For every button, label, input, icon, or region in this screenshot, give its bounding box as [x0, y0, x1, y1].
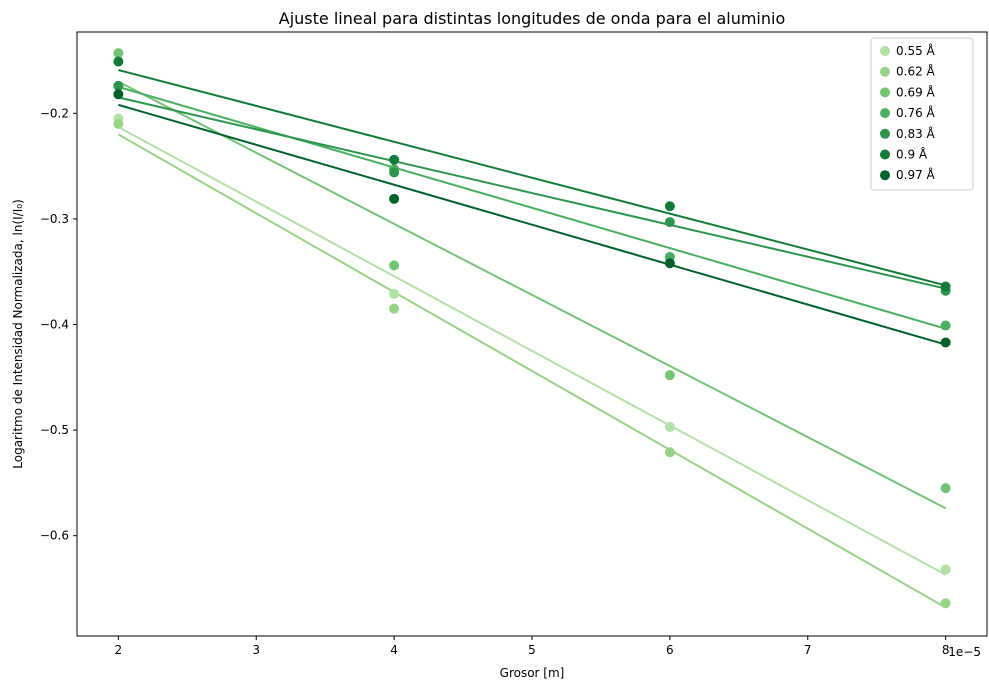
legend-label-0: 0.55 Å: [896, 43, 936, 58]
legend-marker-6: [880, 170, 890, 181]
data-point-4-1: [389, 167, 400, 178]
data-point-5-0: [113, 56, 124, 67]
fit-line-3: [118, 85, 946, 330]
data-point-0-3: [940, 564, 951, 575]
data-point-2-2: [664, 370, 675, 381]
data-point-4-2: [664, 217, 675, 228]
y-axis: −0.2 −0.3 −0.4 −0.5 −0.6: [40, 106, 77, 543]
chart-title: Ajuste lineal para distintas longitudes …: [279, 9, 785, 28]
y-tick-label: −0.4: [40, 317, 69, 331]
y-tick-label: −0.5: [40, 423, 69, 437]
data-point-1-2: [664, 447, 675, 458]
legend-marker-1: [880, 66, 890, 77]
y-tick-label: −0.3: [40, 212, 69, 226]
legend-label-1: 0.62 Å: [896, 64, 936, 79]
x-offset-label: 1e−5: [948, 645, 981, 659]
fit-line-6: [118, 103, 946, 346]
legend-label-4: 0.83 Å: [896, 126, 936, 141]
x-axis: 2 3 4 5 6 7 8: [115, 636, 950, 657]
legend-label-2: 0.69 Å: [896, 84, 936, 99]
y-tick-label: −0.6: [40, 529, 69, 543]
fit-line-2: [117, 80, 947, 510]
x-tick-label: 3: [252, 643, 260, 657]
data-point-1-0: [113, 118, 124, 129]
legend-marker-2: [880, 87, 890, 98]
data-point-6-3: [940, 337, 951, 348]
legend-marker-5: [880, 149, 890, 160]
legend: 0.55 Å 0.62 Å 0.69 Å 0.76 Å 0.83 Å 0.9 Å 0.97 …: [870, 37, 974, 191]
data-point-2-0: [113, 48, 124, 59]
data-point-0-2: [664, 421, 675, 432]
data-point-6-2: [664, 258, 675, 269]
data-point-4-0: [113, 80, 124, 91]
x-tick-label: 8: [942, 643, 950, 657]
y-axis-label: Logaritmo de Intensidad Normalizada, ln(…: [11, 199, 25, 468]
x-tick-label: 5: [528, 643, 536, 657]
legend-label-6: 0.97 Å: [896, 167, 936, 182]
data-point-5-1: [389, 154, 400, 165]
data-point-5-3: [940, 281, 951, 292]
legend-label-3: 0.76 Å: [896, 105, 936, 120]
data-point-2-3: [940, 483, 951, 494]
data-point-5-2: [664, 201, 675, 212]
data-points: [113, 48, 951, 609]
fit-line-4: [118, 96, 946, 290]
x-axis-label: Grosor [m]: [500, 666, 565, 680]
data-point-6-0: [113, 89, 124, 100]
data-point-1-3: [940, 598, 951, 609]
legend-marker-4: [880, 128, 890, 139]
data-point-2-1: [389, 260, 400, 271]
legend-marker-0: [880, 46, 890, 56]
data-point-3-3: [940, 320, 951, 331]
x-tick-label: 6: [666, 643, 674, 657]
fit-line-5: [118, 69, 946, 287]
legend-box: [870, 37, 974, 191]
legend-label-5: 0.9 Å: [896, 147, 928, 162]
x-tick-label: 4: [390, 643, 398, 657]
fit-lines: [117, 69, 947, 609]
fit-line-1: [117, 133, 947, 609]
data-point-6-1: [389, 193, 400, 204]
x-tick-label: 7: [804, 643, 812, 657]
data-point-1-1: [389, 303, 400, 314]
data-point-0-1: [389, 288, 400, 299]
x-tick-label: 2: [115, 643, 123, 657]
y-tick-label: −0.2: [40, 106, 69, 120]
legend-marker-3: [880, 108, 890, 119]
fit-line-0: [117, 126, 947, 576]
